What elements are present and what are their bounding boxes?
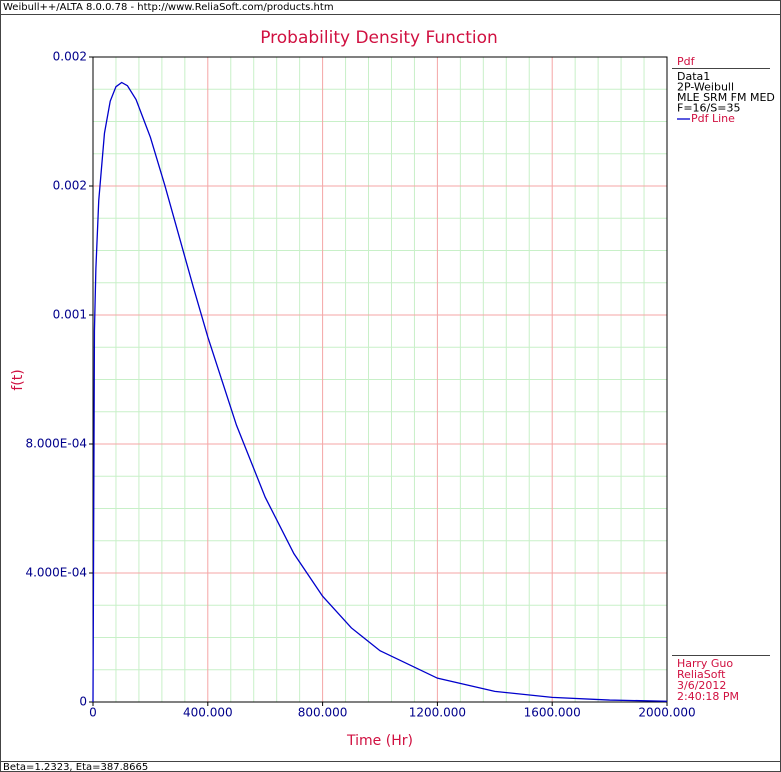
y-tick-label: 0.002 bbox=[53, 50, 87, 64]
user-info: 3/6/2012 bbox=[677, 679, 726, 692]
y-tick-label: 0 bbox=[79, 695, 87, 709]
x-axis-label: Time (Hr) bbox=[346, 733, 413, 749]
x-tick-label: 0 bbox=[89, 706, 97, 720]
x-tick-label: 400.000 bbox=[183, 706, 233, 720]
data-line bbox=[92, 81, 668, 703]
legend-info: 2P-Weibull bbox=[677, 81, 734, 94]
x-tick-label: 2000.000 bbox=[638, 706, 695, 720]
legend-title: Pdf bbox=[677, 55, 696, 68]
chart-title: Probability Density Function bbox=[260, 28, 498, 48]
y-tick-label: 4.000E-04 bbox=[25, 566, 87, 580]
legend-info: MLE SRM FM MED bbox=[677, 91, 775, 104]
plot-frame bbox=[92, 56, 668, 703]
y-axis-label: f(t) bbox=[10, 369, 26, 390]
x-tick-label: 800.000 bbox=[298, 706, 348, 720]
legend-info: F=16/S=35 bbox=[677, 102, 740, 115]
y-tick-label: 8.000E-04 bbox=[25, 437, 87, 451]
y-tick-label: 0.002 bbox=[53, 179, 87, 193]
x-tick-label: 1600.000 bbox=[524, 706, 581, 720]
legend-label: Pdf Line bbox=[691, 112, 735, 125]
legend-info: Data1 bbox=[677, 70, 710, 83]
user-info: 2:40:18 PM bbox=[677, 690, 739, 703]
user-info: ReliaSoft bbox=[677, 668, 726, 681]
user-info: Harry Guo bbox=[677, 657, 733, 670]
x-tick-label: 1200.000 bbox=[409, 706, 466, 720]
footer-text: Beta=1.2323, Eta=387.8665 bbox=[3, 762, 148, 772]
header-text: Weibull++/ALTA 8.0.0.78 - http://www.Rel… bbox=[3, 2, 334, 13]
y-tick-label: 0.001 bbox=[53, 308, 87, 322]
